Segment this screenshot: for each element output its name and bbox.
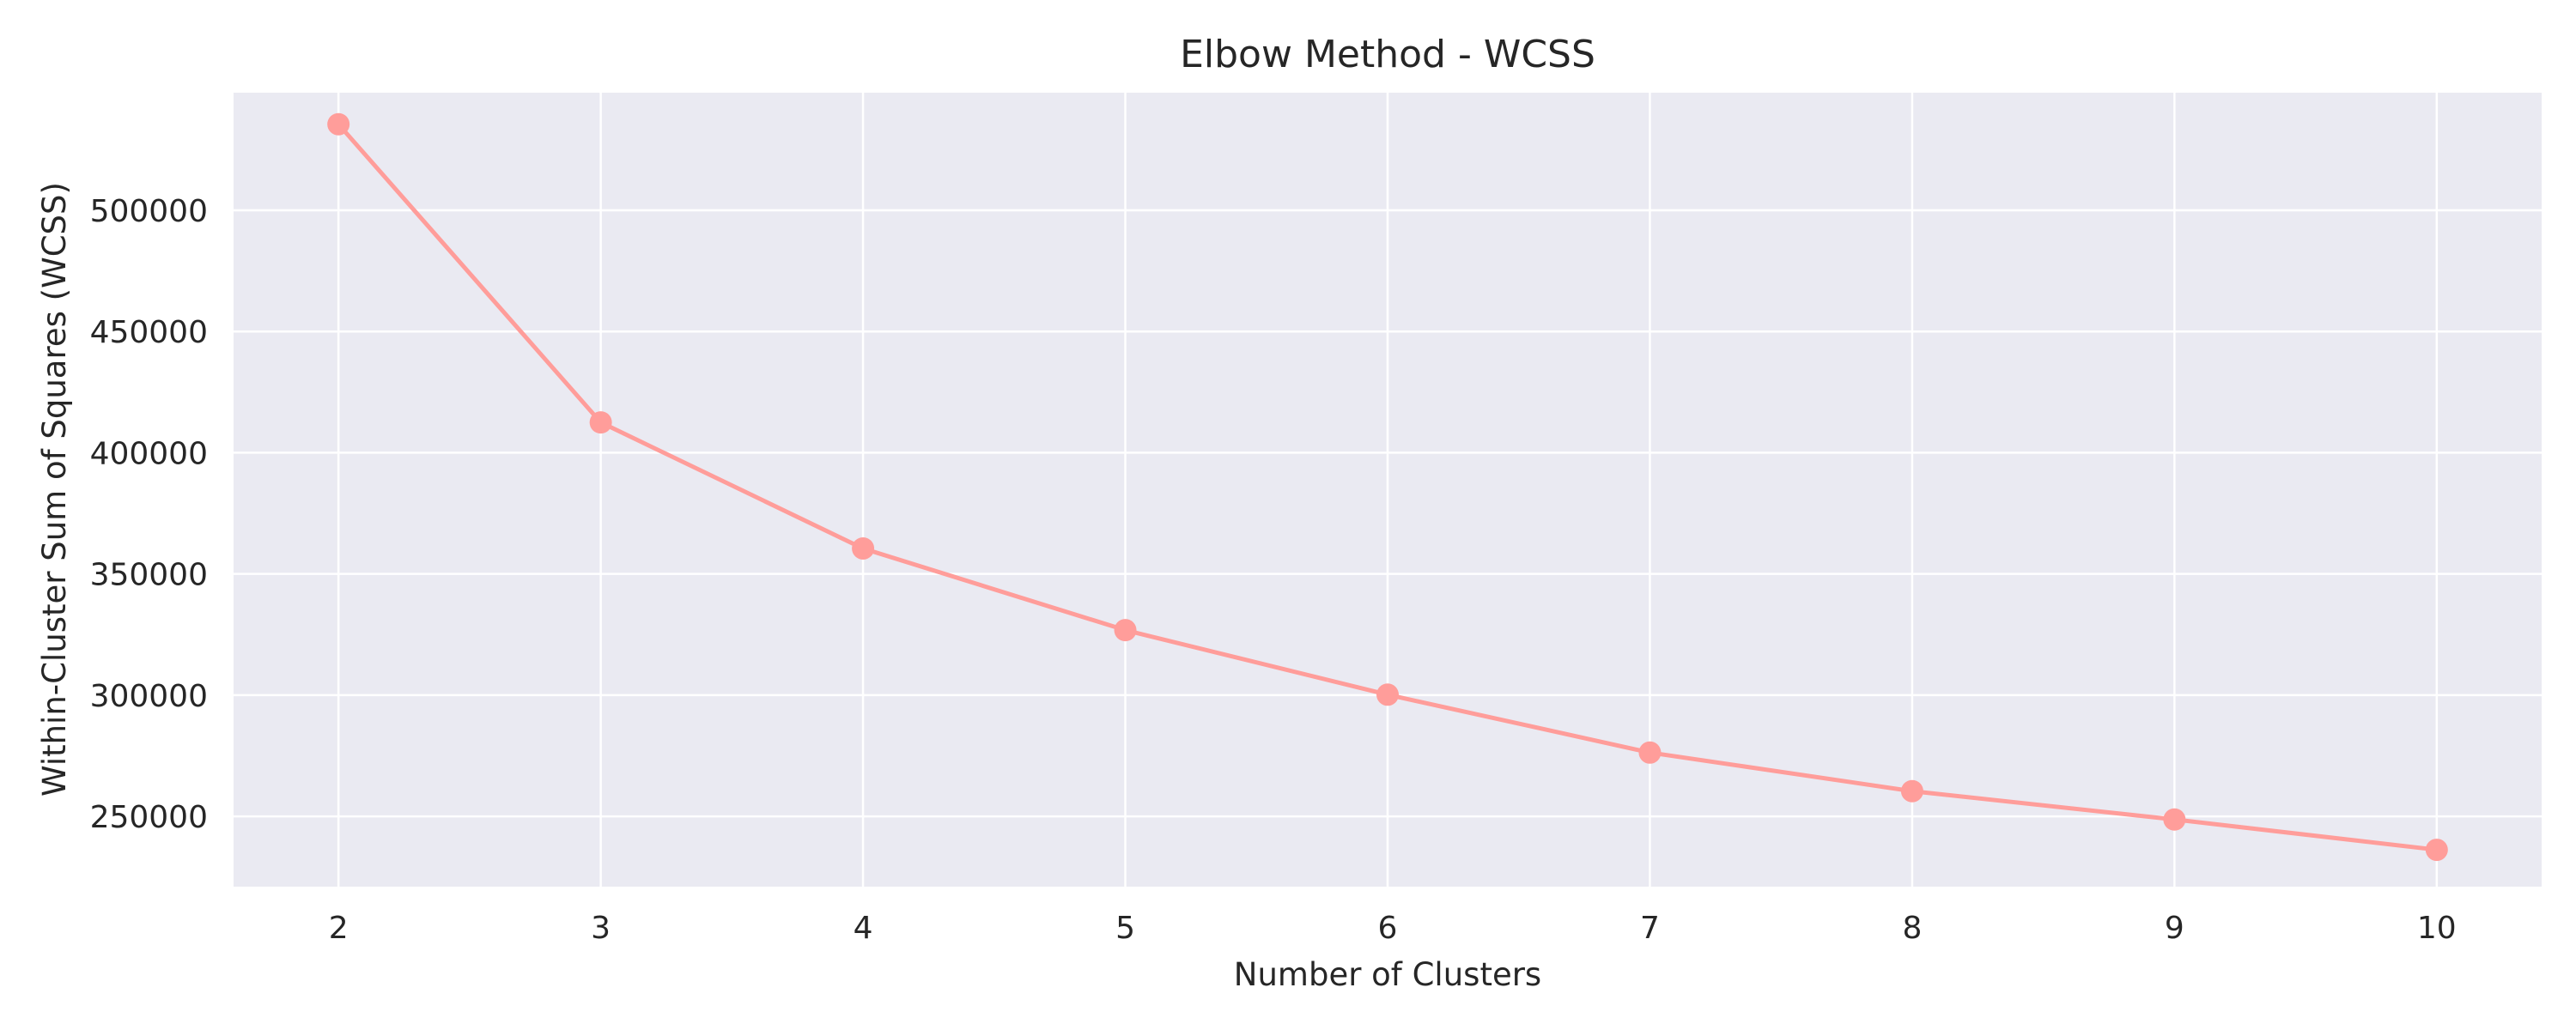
x-tick-label: 10 [2417,911,2457,946]
x-tick-label: 5 [1115,911,1135,946]
x-tick-label: 3 [591,911,611,946]
tick-layer: 2 3 4 5 6 7 8 9 10 250000 300000 350000 400000 450000… [90,194,2457,946]
x-tick-label: 2 [329,911,349,946]
x-tick-label: 4 [854,911,873,946]
y-axis-label: Within-Cluster Sum of Squares (WCSS) [36,182,73,797]
x-tick-label: 6 [1378,911,1398,946]
y-tick-label: 500000 [90,194,208,229]
data-point [1638,741,1662,764]
chart-title: Elbow Method - WCSS [1180,33,1595,76]
data-point [327,112,350,136]
data-point [589,411,612,434]
x-tick-label: 9 [2165,911,2184,946]
y-tick-label: 350000 [90,558,208,593]
x-axis-label: Number of Clusters [1234,956,1541,993]
data-point [1114,619,1137,642]
y-tick-label: 450000 [90,315,208,350]
x-tick-label: 8 [1902,911,1922,946]
y-tick-label: 400000 [90,436,208,471]
data-point [2163,808,2186,831]
x-tick-label: 7 [1640,911,1660,946]
data-point [852,536,875,560]
data-point [1900,779,1923,803]
data-point [1376,683,1399,706]
marker-layer [327,112,2448,862]
data-point [2425,839,2448,862]
y-tick-label: 250000 [90,800,208,835]
y-tick-label: 300000 [90,679,208,714]
